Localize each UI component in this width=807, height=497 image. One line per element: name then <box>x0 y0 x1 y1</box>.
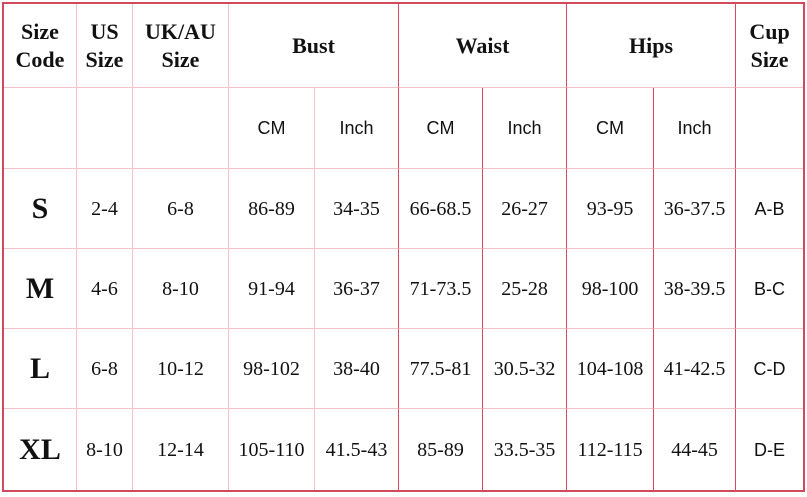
header-hips: Hips <box>567 4 737 88</box>
subheader-empty-uk-au-size <box>133 88 229 169</box>
row-l: L 6-8 10-12 98-102 38-40 77.5-81 30.5-32… <box>4 329 804 409</box>
cell-xl-waist-cm: 85-89 <box>399 409 484 490</box>
header-size-code: Size Code <box>4 4 77 88</box>
cell-l-hips-inch: 41-42.5 <box>654 329 737 409</box>
cell-s-cup-size: A-B <box>736 169 804 249</box>
cell-l-size-code: L <box>4 329 77 409</box>
subheader-empty-us-size <box>77 88 133 169</box>
subheader-bust-inch: Inch <box>315 88 400 169</box>
cell-s-hips-inch: 36-37.5 <box>654 169 737 249</box>
cell-m-us-size: 4-6 <box>77 249 133 329</box>
header-us-size: US Size <box>77 4 133 88</box>
header-uk-au-size: UK/AU Size <box>133 4 229 88</box>
header-row: Size Code US Size UK/AU Size Bust Waist … <box>4 4 804 88</box>
subheader-empty-cup-size <box>736 88 804 169</box>
cell-l-hips-cm: 104-108 <box>567 329 655 409</box>
cell-xl-bust-cm: 105-110 <box>229 409 315 490</box>
cell-xl-hips-inch: 44-45 <box>654 409 737 490</box>
cell-s-hips-cm: 93-95 <box>567 169 655 249</box>
cell-s-us-size: 2-4 <box>77 169 133 249</box>
header-cup-size: Cup Size <box>736 4 804 88</box>
cell-l-cup-size: C-D <box>736 329 804 409</box>
cell-m-uk-au-size: 8-10 <box>133 249 229 329</box>
subheader-hips-inch: Inch <box>654 88 737 169</box>
cell-m-bust-cm: 91-94 <box>229 249 315 329</box>
cell-m-hips-cm: 98-100 <box>567 249 655 329</box>
row-m: M 4-6 8-10 91-94 36-37 71-73.5 25-28 98-… <box>4 249 804 329</box>
subheader-waist-cm: CM <box>399 88 484 169</box>
cell-m-hips-inch: 38-39.5 <box>654 249 737 329</box>
cell-m-waist-inch: 25-28 <box>483 249 568 329</box>
subheader-empty-size-code <box>4 88 77 169</box>
cell-xl-waist-inch: 33.5-35 <box>483 409 568 490</box>
cell-xl-bust-inch: 41.5-43 <box>315 409 400 490</box>
subheader-hips-cm: CM <box>567 88 655 169</box>
cell-s-waist-inch: 26-27 <box>483 169 568 249</box>
cell-xl-uk-au-size: 12-14 <box>133 409 229 490</box>
cell-s-bust-cm: 86-89 <box>229 169 315 249</box>
cell-m-size-code: M <box>4 249 77 329</box>
cell-xl-size-code: XL <box>4 409 77 490</box>
cell-l-waist-cm: 77.5-81 <box>399 329 484 409</box>
header-bust: Bust <box>229 4 400 88</box>
cell-l-bust-cm: 98-102 <box>229 329 315 409</box>
cell-m-waist-cm: 71-73.5 <box>399 249 484 329</box>
cell-l-uk-au-size: 10-12 <box>133 329 229 409</box>
cell-s-waist-cm: 66-68.5 <box>399 169 484 249</box>
cell-s-uk-au-size: 6-8 <box>133 169 229 249</box>
unit-row: CM Inch CM Inch CM Inch <box>4 88 804 169</box>
row-s: S 2-4 6-8 86-89 34-35 66-68.5 26-27 93-9… <box>4 169 804 249</box>
cell-l-bust-inch: 38-40 <box>315 329 400 409</box>
header-waist: Waist <box>399 4 568 88</box>
cell-xl-cup-size: D-E <box>754 439 786 460</box>
subheader-bust-cm: CM <box>229 88 315 169</box>
cell-l-us-size: 6-8 <box>77 329 133 409</box>
row-xl: XL 8-10 12-14 105-110 41.5-43 85-89 33.5… <box>4 409 803 490</box>
cell-s-bust-inch: 34-35 <box>315 169 400 249</box>
cell-xl-us-size: 8-10 <box>77 409 133 490</box>
cell-xl-hips-cm: 112-115 <box>567 409 655 490</box>
cell-l-waist-inch: 30.5-32 <box>483 329 568 409</box>
cell-m-bust-inch: 36-37 <box>315 249 400 329</box>
cell-s-size-code: S <box>4 169 77 249</box>
subheader-waist-inch: Inch <box>483 88 568 169</box>
cell-m-cup-size: B-C <box>736 249 804 329</box>
